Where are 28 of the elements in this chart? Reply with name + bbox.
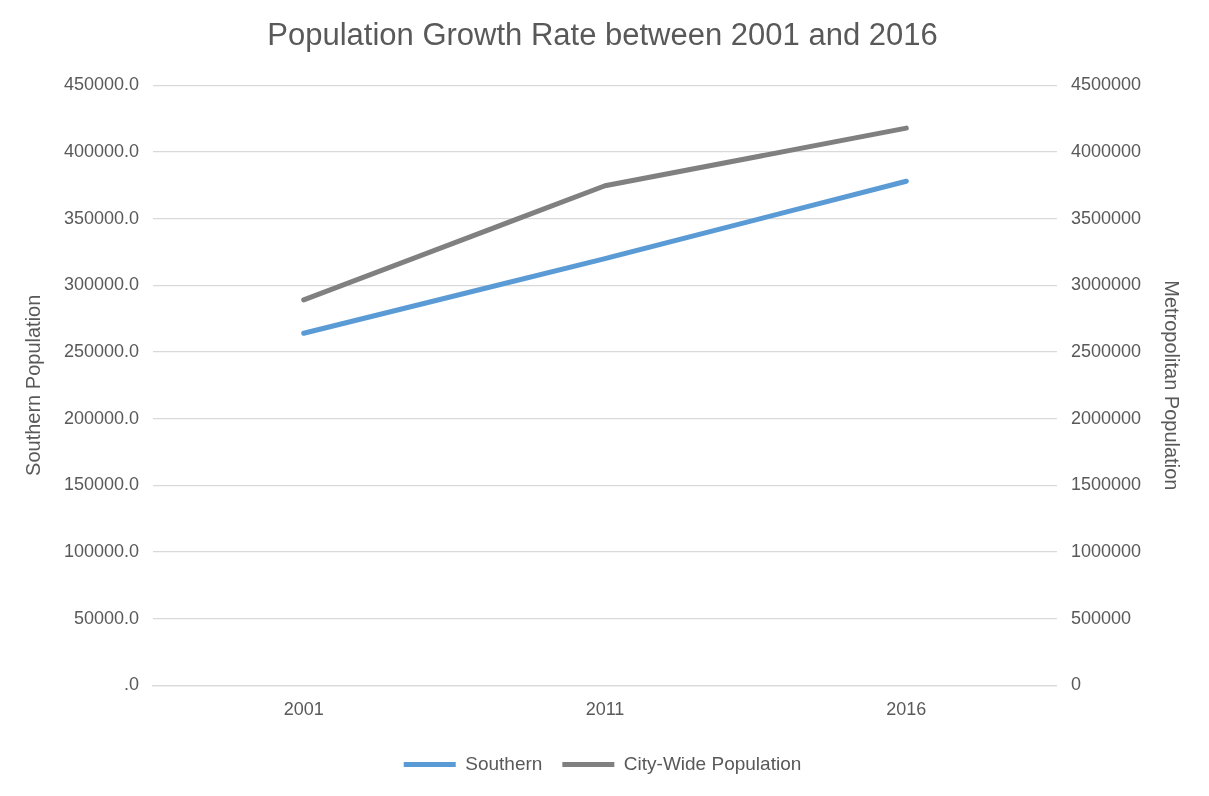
y-tick-label: 450000.0: [64, 74, 140, 95]
x-tick-label: 2011: [585, 699, 625, 720]
legend-label: City-Wide Population: [623, 752, 802, 774]
x-tick-label: 2001: [283, 699, 324, 720]
y-tick-label: 300000.0: [64, 274, 140, 295]
y-tick-label: .0: [124, 674, 140, 695]
y2-tick-label: 3500000: [1070, 207, 1141, 228]
x-tick-label: 2016: [886, 699, 927, 720]
legend-label: Southern: [465, 752, 543, 774]
y2-tick-label: 0: [1070, 674, 1081, 695]
y-tick-label: 400000.0: [64, 140, 140, 161]
y-tick-label: 200000.0: [64, 407, 140, 428]
y2-tick-label: 1000000: [1070, 540, 1141, 561]
y2-tick-label: 4500000: [1070, 74, 1141, 95]
y2-tick-label: 2500000: [1070, 340, 1141, 361]
y-tick-label: 100000.0: [64, 540, 140, 561]
chart-title: Population Growth Rate between 2001 and 2016: [267, 17, 938, 53]
y2-tick-label: 3000000: [1070, 274, 1141, 295]
y2-tick-label: 1500000: [1070, 474, 1141, 495]
y-tick-label: 50000.0: [74, 607, 140, 628]
y2-tick-label: 2000000: [1070, 407, 1141, 428]
y-tick-label: 250000.0: [64, 340, 140, 361]
y-axis-title: Southern Population: [21, 294, 44, 476]
y2-axis-title: Metropolitan Population: [1161, 280, 1184, 491]
y-tick-label: 350000.0: [64, 207, 140, 228]
y2-tick-label: 4000000: [1070, 140, 1141, 161]
y2-tick-label: 500000: [1070, 607, 1131, 628]
y-tick-label: 150000.0: [64, 474, 140, 495]
